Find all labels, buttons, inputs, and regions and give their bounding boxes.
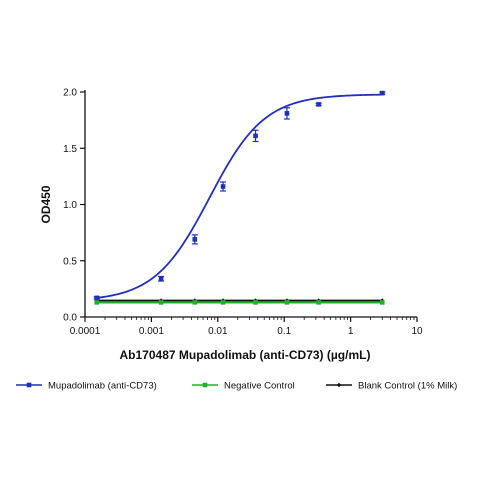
legend-marker	[202, 382, 208, 388]
legend-item-0: Mupadolimab (anti-CD73)	[16, 381, 157, 392]
data-point	[253, 133, 258, 139]
y-axis-title: OD450	[39, 185, 53, 223]
data-point	[379, 300, 385, 305]
data-point	[220, 300, 226, 305]
data-point	[284, 111, 290, 116]
x-tick-label: 0.01	[208, 326, 228, 337]
data-point	[379, 90, 385, 96]
legend-label: Blank Control (1% Milk)	[358, 381, 457, 392]
data-point	[253, 300, 258, 305]
legend-item-1: Negative Control	[192, 381, 295, 392]
series-1	[94, 300, 385, 305]
x-axis-title: Ab170487 Mupadolimab (anti-CD73) (µg/mL)	[120, 348, 371, 362]
legend-marker	[336, 382, 342, 388]
x-tick-label: 10	[411, 326, 423, 337]
y-tick-label: 0.0	[63, 313, 77, 324]
y-tick-label: 2.0	[63, 88, 77, 99]
y-tick-label: 0.5	[63, 256, 77, 267]
data-point	[220, 184, 226, 189]
data-point	[316, 102, 321, 107]
data-point	[316, 300, 321, 305]
x-tick-label: 1	[348, 326, 354, 337]
legend-label: Mupadolimab (anti-CD73)	[48, 381, 157, 392]
data-point	[94, 300, 99, 305]
data-point	[284, 300, 290, 305]
legend-marker	[26, 382, 32, 388]
legend: Mupadolimab (anti-CD73) Negative Control B…	[16, 381, 457, 392]
data-point	[158, 276, 164, 282]
data-point	[192, 237, 198, 242]
legend-label: Negative Control	[224, 381, 295, 392]
legend-item-2: Blank Control (1% Milk)	[326, 381, 457, 392]
data-point	[192, 300, 198, 305]
data-point	[158, 300, 164, 305]
axes: 0.0 0.5 1.0 1.5 2.0 0.0001 0.001 0.01 0.1 1 10	[63, 88, 423, 338]
series-0	[93, 90, 386, 301]
data-point	[94, 295, 99, 301]
fit-curve	[96, 93, 383, 299]
x-tick-label: 0.1	[277, 326, 291, 337]
x-tick-label: 0.0001	[70, 326, 101, 337]
y-tick-label: 1.0	[63, 200, 77, 211]
y-tick-label: 1.5	[63, 144, 77, 155]
x-tick-label: 0.001	[139, 326, 164, 337]
series-layer	[93, 90, 386, 305]
